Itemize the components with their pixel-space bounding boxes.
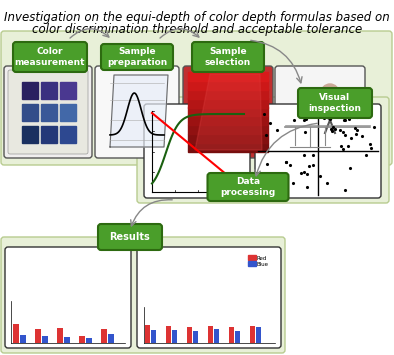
FancyBboxPatch shape <box>137 247 281 348</box>
Bar <box>188 327 193 343</box>
Bar <box>64 337 70 343</box>
Text: Results: Results <box>110 232 151 242</box>
Bar <box>152 330 156 343</box>
Polygon shape <box>110 75 168 147</box>
FancyBboxPatch shape <box>137 97 389 203</box>
Bar <box>22 126 38 143</box>
FancyBboxPatch shape <box>275 66 365 158</box>
Bar <box>13 324 19 343</box>
FancyBboxPatch shape <box>101 44 173 70</box>
Text: color discrimination threshold and acceptable tolerance: color discrimination threshold and accep… <box>32 23 362 36</box>
Bar <box>188 89 268 99</box>
Bar <box>236 331 240 343</box>
Bar <box>42 336 48 343</box>
Bar <box>248 255 256 260</box>
Text: Sample
selection: Sample selection <box>205 47 251 67</box>
Bar <box>214 329 219 343</box>
Bar <box>251 326 255 343</box>
Bar <box>188 98 268 108</box>
Bar <box>188 116 268 125</box>
Bar <box>41 126 57 143</box>
Bar <box>193 331 199 343</box>
Bar <box>79 336 85 343</box>
Bar <box>188 134 268 143</box>
Bar <box>173 330 178 343</box>
Bar <box>248 261 256 266</box>
FancyBboxPatch shape <box>98 224 162 250</box>
Bar <box>60 104 76 121</box>
FancyBboxPatch shape <box>1 31 392 165</box>
Polygon shape <box>195 74 262 150</box>
FancyBboxPatch shape <box>298 88 372 118</box>
FancyBboxPatch shape <box>4 66 92 158</box>
FancyBboxPatch shape <box>183 66 273 158</box>
Bar <box>57 328 63 343</box>
FancyBboxPatch shape <box>5 247 131 348</box>
Text: Visual
inspection: Visual inspection <box>309 93 362 113</box>
Bar <box>188 125 268 134</box>
FancyBboxPatch shape <box>208 173 288 201</box>
Text: Data
processing: Data processing <box>220 177 276 197</box>
Bar <box>22 82 38 99</box>
Bar <box>41 104 57 121</box>
FancyBboxPatch shape <box>95 66 179 158</box>
FancyBboxPatch shape <box>13 42 87 72</box>
Bar <box>60 82 76 99</box>
Bar <box>145 325 151 343</box>
Text: Color
measurement: Color measurement <box>15 47 85 67</box>
Bar <box>188 71 268 81</box>
Bar <box>22 104 38 121</box>
Bar <box>60 126 76 143</box>
Bar <box>108 334 114 343</box>
Bar <box>188 107 268 116</box>
Bar <box>188 143 268 152</box>
Bar <box>188 80 268 90</box>
Bar <box>256 327 262 343</box>
Text: Sample
preparation: Sample preparation <box>107 47 167 67</box>
Bar <box>208 326 214 343</box>
Bar <box>86 338 92 343</box>
FancyBboxPatch shape <box>192 42 264 72</box>
FancyBboxPatch shape <box>1 237 285 353</box>
Bar <box>229 327 234 343</box>
Bar <box>41 82 57 99</box>
FancyBboxPatch shape <box>144 104 250 198</box>
FancyBboxPatch shape <box>255 104 381 198</box>
Bar <box>167 326 171 343</box>
Text: Investigation on the equi-depth of color depth formulas based on: Investigation on the equi-depth of color… <box>4 11 390 24</box>
Bar <box>20 335 26 343</box>
Text: Blue: Blue <box>257 262 269 267</box>
FancyBboxPatch shape <box>8 70 88 154</box>
Text: Red: Red <box>257 256 268 261</box>
Circle shape <box>321 84 339 102</box>
Bar <box>35 329 41 343</box>
Bar <box>101 329 107 343</box>
